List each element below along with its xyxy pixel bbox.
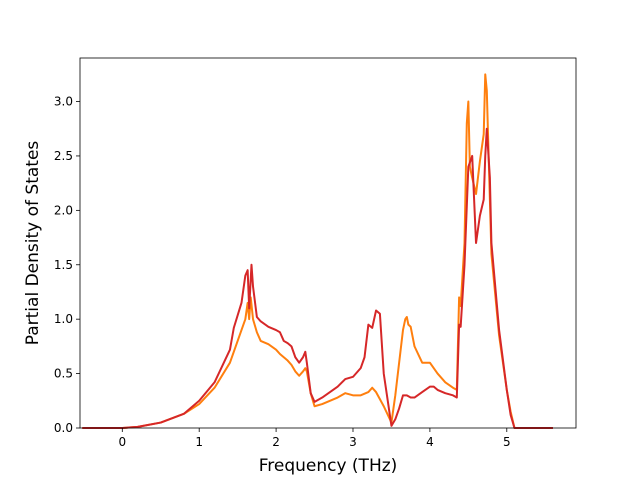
series-layer — [82, 73, 553, 429]
y-axis-label: Partial Density of States — [23, 141, 43, 346]
x-axis: 0 1 2 3 4 5 — [118, 428, 511, 449]
x-tick-label: 3 — [349, 435, 357, 449]
x-axis-label: Frequency (THz) — [259, 456, 398, 476]
x-tick-label: 0 — [118, 435, 126, 449]
y-tick-label: 3.0 — [54, 95, 73, 109]
x-tick-label: 1 — [195, 435, 203, 449]
y-axis: 0.0 0.5 1.0 1.5 2.0 2.5 3.0 — [54, 95, 80, 435]
x-tick-label: 2 — [272, 435, 280, 449]
series-line-2 — [82, 127, 553, 429]
plot-frame — [79, 57, 577, 429]
x-tick-label: 4 — [426, 435, 434, 449]
y-tick-label: 1.5 — [54, 258, 73, 272]
x-tick-label: 5 — [503, 435, 511, 449]
series-line-1 — [82, 73, 553, 429]
y-tick-label: 2.5 — [54, 149, 73, 163]
y-tick-label: 2.0 — [54, 203, 73, 217]
y-tick-label: 0.5 — [54, 367, 73, 381]
y-tick-label: 1.0 — [54, 312, 73, 326]
y-tick-label: 0.0 — [54, 421, 73, 435]
